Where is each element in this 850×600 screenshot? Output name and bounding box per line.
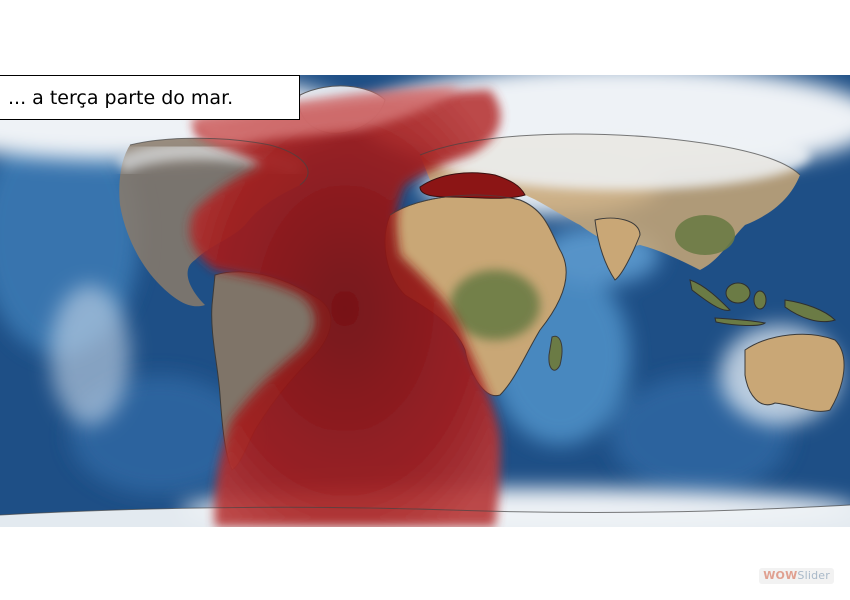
world-map [0,75,850,527]
mediterranean-sea [419,172,526,199]
indonesia-islands [689,279,836,326]
indian-subcontinent [594,217,641,281]
blood-red-atlantic [189,87,501,527]
slideshow-frame [0,75,850,527]
madagascar [548,335,563,371]
badge-part-2: Slider [797,569,830,582]
australia [744,333,845,412]
central-africa-forest [450,270,540,340]
wowslider-badge[interactable]: WOWSlider [759,568,834,584]
southeast-asia-forest [675,215,735,255]
caption-text: ... a terça parte do mar. [8,86,234,109]
badge-part-1: WOW [763,569,798,582]
caption-box: ... a terça parte do mar. [0,75,300,120]
